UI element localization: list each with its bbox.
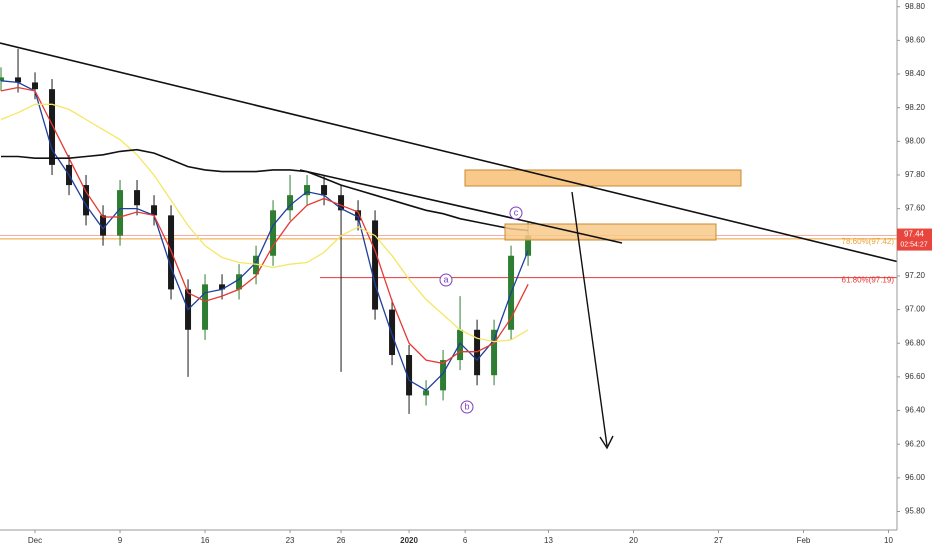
fib-label: 61.80%(97.19) [842,276,895,285]
y-tick-label: 96.00 [905,473,926,482]
x-tick-label: 13 [544,536,553,545]
price-box [897,228,932,251]
candle-body [15,77,22,83]
candle-body [389,309,396,356]
supply-zone [504,223,717,241]
axes: 98.80 98.60 98.40 98.20 98.00 97.80 97.60 97.20… [28,2,932,545]
wave-circle [460,400,474,414]
candle-body [491,329,498,376]
y-tick-label: 97.00 [905,305,926,314]
trendline [299,169,623,244]
price-axis [897,0,932,550]
candle-body [83,185,90,216]
y-tick-label: 96.20 [905,439,926,448]
moving-average [0,103,529,343]
moving-average [0,80,529,392]
candle-body [406,355,413,396]
moving-average [0,86,529,365]
x-tick-label: 20 [629,536,638,545]
wave-label: c [514,207,519,217]
y-tick-label: 96.40 [905,406,926,415]
y-tick-label: 98.80 [905,2,926,11]
y-tick-label: 96.60 [905,372,926,381]
candle-body [219,284,226,290]
moving-average [1,148,529,232]
x-tick-label: 10 [884,536,893,545]
y-tick-label: 97.80 [905,170,926,179]
x-tick-label: 6 [463,536,468,545]
wave-circle [509,206,523,220]
price-label: 97.44 [904,230,925,239]
arrow-head [599,435,614,450]
candle-body [321,185,328,196]
wave-labels: a b c [439,206,523,414]
x-tick-label: 26 [337,536,346,545]
y-tick-label: 96.80 [905,338,926,347]
candle-body [423,390,430,396]
wave-label: a [443,274,448,284]
candle-body [236,274,243,290]
candle-body [151,205,158,216]
y-tick-label: 98.00 [905,136,926,145]
countdown-label: 02:54:27 [900,241,927,248]
x-tick-label: 9 [118,536,123,545]
candle-body [49,89,56,165]
x-tick-label: 16 [201,536,210,545]
candle-body [355,210,362,221]
arrow [571,191,608,447]
plot-area: 78.60%(97.42) 61.80%(97.19) [0,48,897,414]
x-tick-label: 2020 [400,536,418,545]
candle-body [338,195,345,211]
candle-body [440,360,447,391]
wave-circle [439,273,453,287]
y-tick-label: 98.40 [905,69,926,78]
y-tick-label: 95.80 [905,507,926,516]
wave-label: b [464,401,469,411]
candle-body [100,215,107,236]
x-tick-label: 27 [714,536,723,545]
x-tick-label: 23 [286,536,295,545]
supply-zone [464,169,742,187]
candle-body [270,210,277,256]
y-tick-label: 98.20 [905,103,926,112]
y-tick-label: 97.20 [905,271,926,280]
x-tick-label: Feb [797,536,811,545]
candle-body [304,185,311,196]
fib-label: 78.60%(97.42) [842,237,895,246]
y-tick-label: 97.60 [905,204,926,213]
y-tick-label: 98.60 [905,35,926,44]
candle-body [32,82,39,90]
candle-body [253,255,260,275]
candle-body [0,77,5,81]
candle-body [117,190,124,236]
trendline [0,42,932,271]
x-tick-label: Dec [28,536,42,545]
candle-body [474,329,481,376]
candle-body [134,190,141,206]
candle-body [202,284,209,330]
candle-body [457,329,464,361]
candle-body [525,235,532,256]
candle-body [372,220,379,310]
candle-body [287,195,294,211]
